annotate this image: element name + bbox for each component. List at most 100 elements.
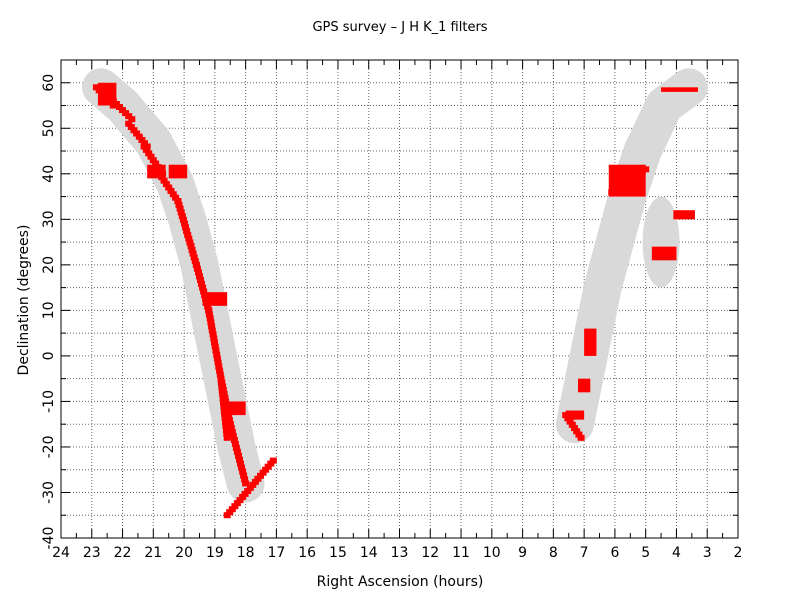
- survey-field-block: [221, 401, 246, 416]
- y-tick-label: -30: [41, 481, 57, 504]
- y-tick-label: -40: [41, 527, 57, 550]
- x-tick-label: 23: [83, 545, 101, 561]
- survey-field-point: [135, 133, 143, 140]
- survey-field-point: [177, 209, 185, 216]
- survey-field-point: [196, 273, 203, 280]
- x-tick-label: 24: [52, 545, 70, 561]
- survey-field-point: [174, 198, 182, 205]
- y-tick-label: 10: [41, 301, 57, 319]
- survey-field-point: [222, 419, 229, 426]
- survey-field-block: [673, 210, 695, 220]
- survey-field-point: [183, 228, 191, 235]
- x-tick-label: 7: [580, 545, 589, 561]
- x-tick-label: 12: [421, 545, 439, 561]
- survey-field-point: [568, 421, 576, 428]
- y-tick-label: 60: [41, 74, 57, 92]
- survey-field-point: [239, 468, 247, 475]
- survey-field-point: [169, 191, 177, 198]
- survey-field-point: [228, 506, 236, 513]
- survey-field-point: [125, 120, 133, 127]
- survey-field-point: [208, 327, 216, 334]
- survey-field-point: [130, 127, 138, 134]
- y-tick-label: 30: [41, 210, 57, 228]
- survey-field-point: [138, 137, 146, 143]
- y-axis-title: Declination (degrees): [16, 225, 32, 376]
- survey-field-point: [198, 280, 205, 287]
- x-tick-label: 8: [549, 545, 558, 561]
- survey-field-point: [219, 391, 227, 398]
- survey-field-point: [205, 311, 213, 318]
- survey-field-block: [608, 164, 646, 197]
- survey-field-point: [192, 261, 200, 268]
- survey-field-block: [651, 246, 677, 261]
- survey-field-point: [191, 258, 199, 265]
- survey-field-point: [218, 383, 226, 390]
- survey-field-point: [219, 395, 227, 402]
- survey-field-point: [238, 464, 245, 471]
- survey-field-point: [217, 375, 225, 382]
- survey-field-point: [133, 130, 141, 137]
- y-tick-label: 20: [41, 256, 57, 274]
- survey-field-point: [184, 231, 192, 238]
- x-tick-label: 20: [175, 545, 193, 561]
- survey-field-point: [214, 359, 222, 366]
- survey-field-point: [222, 423, 230, 429]
- survey-field-block: [577, 378, 591, 393]
- survey-field-point: [172, 194, 180, 201]
- survey-field-point: [209, 331, 217, 338]
- survey-field-point: [165, 184, 173, 191]
- survey-field-point: [127, 124, 135, 130]
- survey-field-point: [212, 347, 220, 354]
- survey-field-point: [178, 213, 186, 220]
- survey-field-block: [565, 410, 585, 420]
- y-tick-label: 50: [41, 119, 57, 137]
- x-axis-title: Right Ascension (hours): [317, 574, 484, 590]
- survey-field-point: [167, 187, 175, 194]
- x-tick-label: 3: [703, 545, 712, 561]
- survey-field-point: [215, 363, 223, 370]
- survey-field-point: [573, 428, 581, 435]
- survey-field-point: [175, 201, 183, 208]
- survey-field-point: [141, 140, 148, 147]
- survey-field-point: [236, 456, 243, 463]
- y-tick-label: 40: [41, 165, 57, 183]
- galactic-band-blob: [642, 196, 680, 288]
- survey-field-point: [230, 437, 238, 443]
- survey-field-point: [211, 343, 219, 350]
- survey-field-point: [204, 303, 212, 310]
- x-tick-label: 2: [734, 545, 743, 561]
- survey-field-block: [147, 164, 166, 179]
- survey-field-point: [232, 444, 240, 451]
- x-tick-label: 11: [452, 545, 470, 561]
- x-tick-label: 17: [267, 545, 285, 561]
- x-tick-label: 14: [360, 545, 378, 561]
- survey-field-point: [223, 430, 231, 437]
- y-tick-labels: -40 -30 -20 -10 0 10 20 30 40 50 60: [41, 74, 57, 550]
- x-tick-label: 13: [391, 545, 409, 561]
- survey-field-point: [208, 323, 216, 330]
- survey-field-point: [226, 417, 233, 424]
- survey-field-point: [264, 463, 272, 470]
- survey-field-point: [231, 440, 239, 447]
- survey-field-point: [190, 254, 198, 261]
- x-tick-label: 9: [518, 545, 527, 561]
- survey-field-point: [218, 387, 226, 394]
- x-tick-labels: 24 23 22 21 20 19 18 17 16 15 14 13 12 11 10 9 8 7 6 5 4 3 2: [52, 545, 742, 561]
- survey-field-point: [242, 480, 250, 487]
- survey-field-point: [179, 216, 187, 223]
- survey-field-point: [222, 427, 230, 433]
- survey-field-point: [185, 235, 193, 242]
- survey-field-point: [257, 472, 264, 479]
- survey-field-point: [216, 371, 224, 378]
- x-tick-label: 22: [114, 545, 132, 561]
- survey-field-point: [200, 288, 208, 295]
- survey-field-point: [152, 160, 160, 167]
- galactic-band-east: [555, 68, 708, 444]
- survey-field-block: [584, 328, 597, 356]
- survey-field-point: [186, 239, 194, 246]
- survey-field-point: [207, 319, 215, 326]
- survey-field-point: [206, 315, 214, 322]
- survey-field-point: [240, 472, 248, 479]
- x-tick-label: 4: [672, 545, 681, 561]
- x-tick-label: 10: [483, 545, 501, 561]
